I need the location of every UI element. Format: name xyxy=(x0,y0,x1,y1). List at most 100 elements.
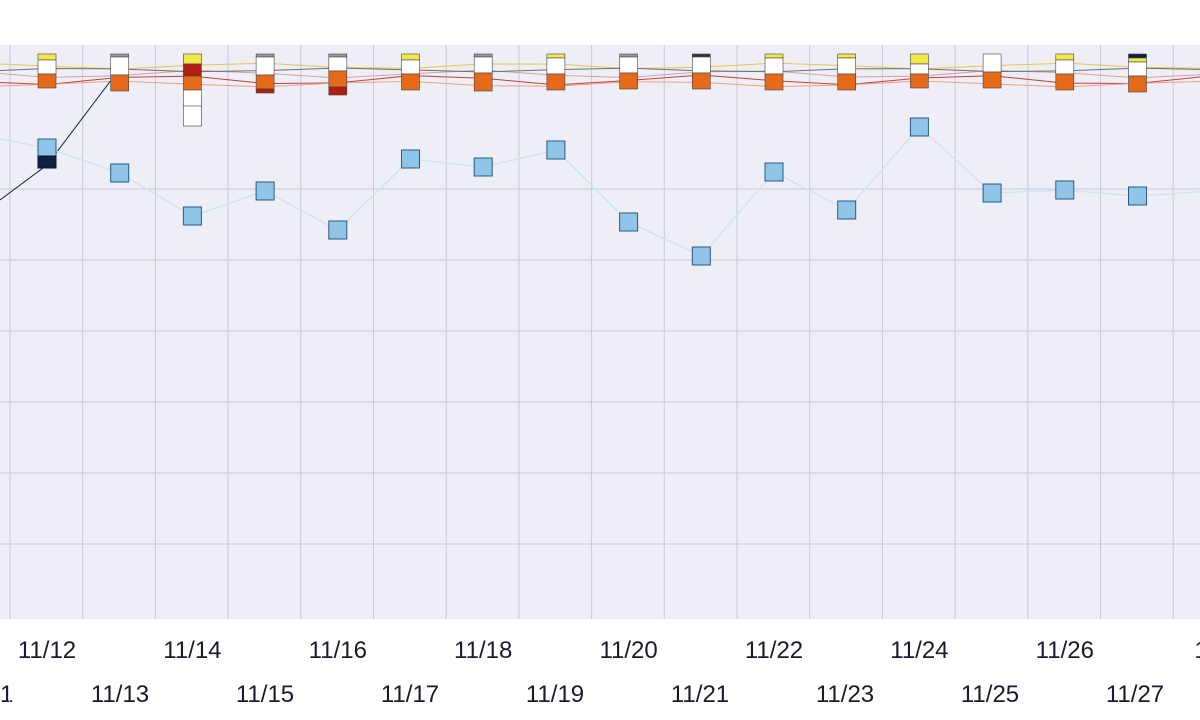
x-tick-row2-2: 11/15 xyxy=(236,681,294,708)
point-11/20 xyxy=(619,212,639,232)
point-11/26 xyxy=(1055,180,1075,200)
x-tick-row2-5: 11/21 xyxy=(671,681,729,708)
stack-seg-11/21-0 xyxy=(691,53,711,58)
stack-seg-11/13-0 xyxy=(110,53,129,58)
stack-seg-11/16-3 xyxy=(328,86,348,96)
point-11/21 xyxy=(691,246,711,266)
primary-series-line xyxy=(0,125,1200,257)
point-11/24 xyxy=(909,117,929,137)
stack-seg-11/21-2 xyxy=(691,72,711,90)
stack-seg-11/20-0 xyxy=(619,53,638,58)
point-11/19 xyxy=(546,140,566,160)
stacked-column-11/18 xyxy=(473,53,493,92)
navy-marker-11/12 xyxy=(37,155,57,169)
point-11/17 xyxy=(401,149,420,169)
stacked-column-11/15 xyxy=(255,53,275,94)
stack-seg-11/26-0 xyxy=(1055,53,1075,61)
x-tick-row1-3: 11/18 xyxy=(454,637,512,664)
stack-seg-11/24-0 xyxy=(910,53,929,65)
stack-seg-11/19-1 xyxy=(546,57,566,75)
x-tick-row2-1: 11/13 xyxy=(91,681,149,708)
x-tick-labels: 11/12 11/14 11/16 11/18 11/20 11/22 11/24 11/26… xyxy=(0,637,1200,708)
stack-seg-11/24-1 xyxy=(910,63,929,75)
stacked-column-11/19 xyxy=(546,53,566,91)
x-tick-row1-0: 11/12 xyxy=(18,637,76,664)
watermark: © connect xyxy=(8,689,95,710)
stacked-column-11/20 xyxy=(619,53,638,90)
stack-seg-11/18-2 xyxy=(473,72,493,92)
stack-seg-11/22-1 xyxy=(764,57,784,75)
stack-seg-11/23-2 xyxy=(837,73,857,91)
stack-seg-11/23-1 xyxy=(837,57,857,75)
stack-seg-11/26-2 xyxy=(1055,73,1075,91)
stack-seg-11/27-2 xyxy=(1128,61,1147,77)
stack-extra-11/14 xyxy=(183,105,202,127)
stacked-column-11/16 xyxy=(328,53,348,96)
stack-seg-11/15-0 xyxy=(255,53,275,58)
stack-seg-11/26-1 xyxy=(1055,59,1075,75)
point-11/23 xyxy=(837,200,857,220)
stack-seg-11/22-0 xyxy=(764,53,784,59)
stack-seg-11/22-2 xyxy=(764,73,784,91)
point-11/27 xyxy=(1128,186,1147,206)
stack-seg-11/19-0 xyxy=(546,53,566,59)
point-11/13 xyxy=(110,163,130,183)
stack-seg-11/15-3 xyxy=(255,88,275,94)
stack-seg-11/14-0 xyxy=(183,53,202,65)
x-tick-row2-3: 11/17 xyxy=(381,681,439,708)
stack-seg-11/15-2 xyxy=(255,74,275,90)
stack-seg-11/20-1 xyxy=(619,56,638,74)
stack-seg-11/14-3 xyxy=(183,89,202,109)
stacked-column-11/12 xyxy=(37,53,57,89)
stacked-column-11/26 xyxy=(1055,53,1075,91)
primary-series-points xyxy=(37,117,1147,266)
stack-seg-11/25-0 xyxy=(982,53,1002,73)
stacked-column-11/23 xyxy=(837,53,857,91)
x-tick-row2-0: 1 xyxy=(0,681,13,708)
plot-background xyxy=(0,45,1200,619)
point-11/25 xyxy=(982,183,1002,203)
stack-seg-11/16-2 xyxy=(328,70,348,88)
point-11/16 xyxy=(328,220,348,240)
stack-seg-11/12-1 xyxy=(37,59,57,75)
stack-seg-11/27-1 xyxy=(1128,57,1147,63)
stacked-column-11/24 xyxy=(910,53,929,89)
stack-seg-11/14-1 xyxy=(183,63,202,77)
x-tick-row1-5: 11/22 xyxy=(745,637,803,664)
stacked-column-11/13 xyxy=(110,53,129,92)
stack-seg-11/12-0 xyxy=(37,53,57,61)
stack-seg-11/17-2 xyxy=(401,73,420,91)
point-11/12 xyxy=(37,138,57,158)
watermark-text: © connect xyxy=(8,689,95,710)
stack-seg-11/18-0 xyxy=(473,53,493,58)
stack-seg-11/13-2 xyxy=(110,74,129,92)
point-11/18 xyxy=(473,157,493,177)
stack-seg-11/16-0 xyxy=(328,53,348,58)
stacked-column-11/22 xyxy=(764,53,784,91)
stack-seg-11/21-1 xyxy=(691,56,711,74)
stacked-column-11/21 xyxy=(691,53,711,90)
stacked-column-11/25 xyxy=(982,53,1002,89)
x-tick-row2-6: 11/23 xyxy=(816,681,874,708)
point-11/15 xyxy=(255,181,275,201)
stack-seg-11/12-2 xyxy=(37,73,57,89)
point-11/14 xyxy=(182,206,202,226)
stack-seg-11/14-2 xyxy=(183,75,202,91)
stack-seg-11/16-1 xyxy=(328,56,348,72)
x-tick-row2-8: 11/27 xyxy=(1106,681,1164,708)
x-tick-row1-8: 11/ xyxy=(1194,637,1200,664)
stack-seg-11/17-0 xyxy=(401,53,420,61)
x-tick-row1-4: 11/20 xyxy=(599,637,657,664)
x-tick-row1-6: 11/24 xyxy=(890,637,948,664)
x-tick-row2-4: 11/19 xyxy=(526,681,584,708)
stacked-columns xyxy=(37,53,1147,127)
stacked-column-11/17 xyxy=(401,53,420,91)
stack-seg-11/17-1 xyxy=(401,59,420,75)
x-tick-row1-1: 11/14 xyxy=(163,637,221,664)
point-11/22 xyxy=(764,162,784,182)
stack-seg-11/19-2 xyxy=(546,73,566,91)
stack-seg-11/13-1 xyxy=(110,56,129,76)
grid-lines xyxy=(0,45,1200,619)
primary-series-polyline xyxy=(0,125,1200,257)
